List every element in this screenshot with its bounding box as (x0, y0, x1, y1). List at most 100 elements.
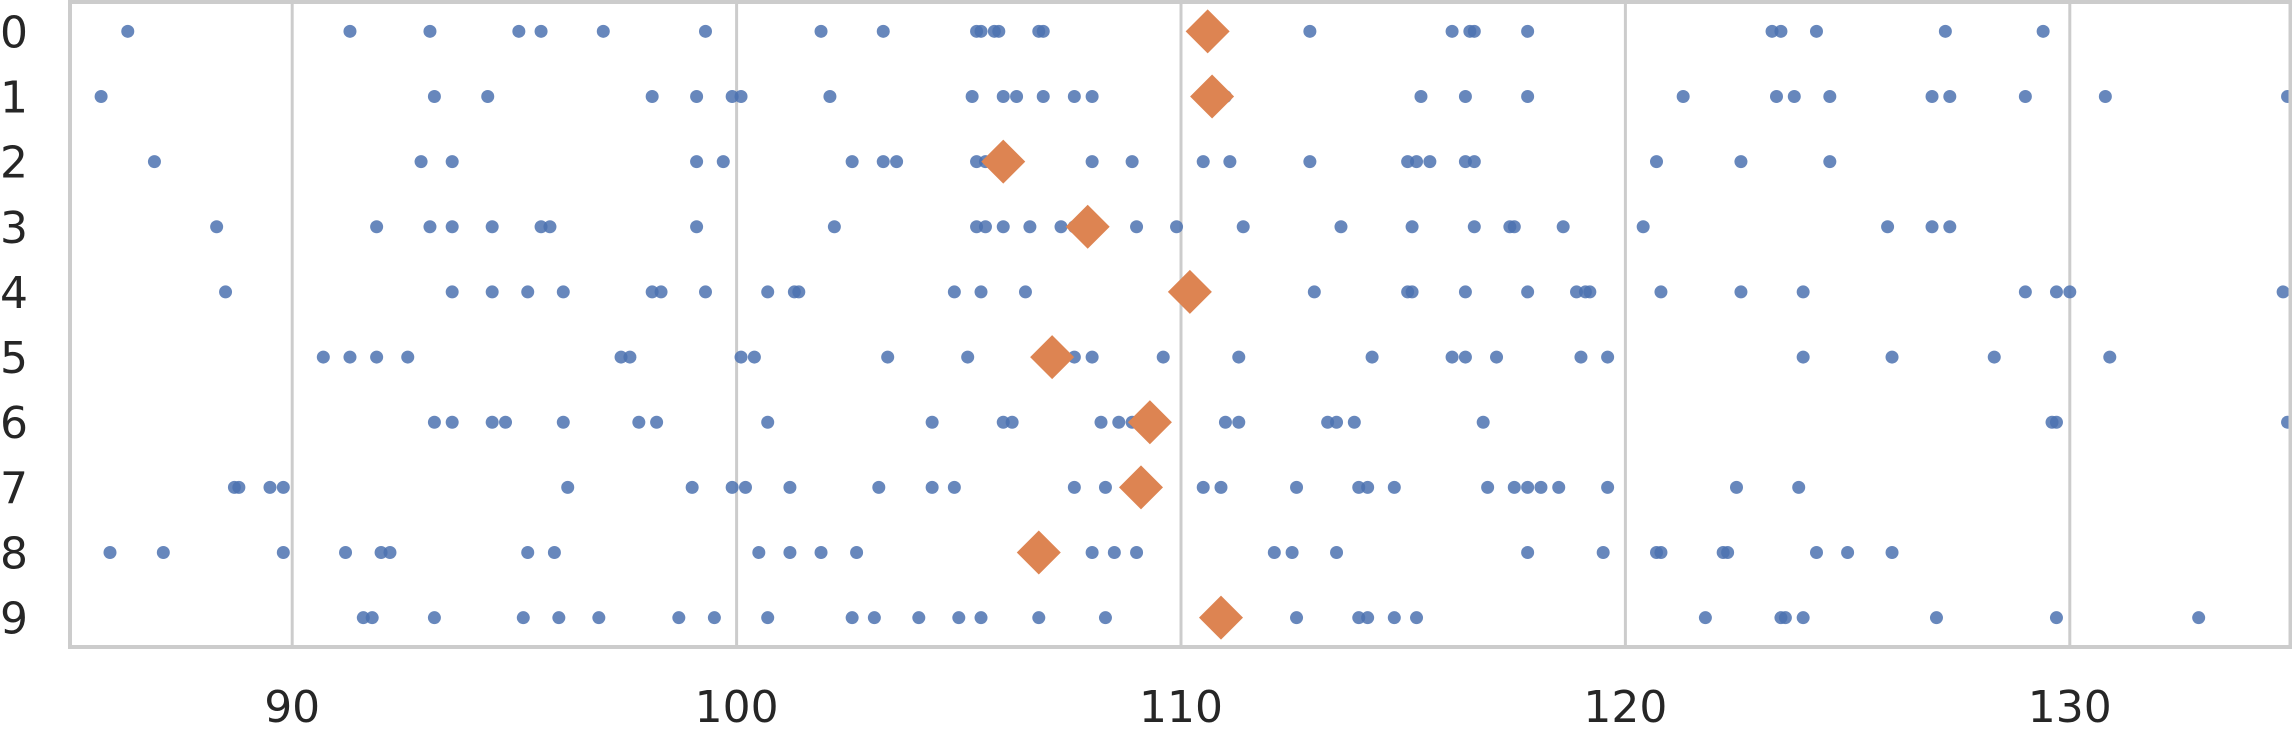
data-point-254 (1387, 611, 1401, 625)
data-point-15 (1303, 24, 1317, 38)
x-tick-label-120: 120 (1583, 682, 1667, 732)
data-point-236 (365, 611, 379, 625)
data-point-174 (1330, 415, 1344, 429)
data-point-42 (1521, 89, 1535, 103)
data-point-110 (698, 285, 712, 299)
data-point-6 (698, 24, 712, 38)
x-tick-label-130: 130 (2028, 682, 2112, 732)
data-point-151 (1601, 350, 1615, 364)
data-point-161 (632, 415, 646, 429)
data-point-30 (725, 89, 739, 103)
data-point-127 (1796, 285, 1810, 299)
data-point-32 (823, 89, 837, 103)
x-tick-label-100: 100 (695, 682, 779, 732)
data-point-256 (1698, 611, 1712, 625)
data-point-217 (783, 546, 797, 560)
data-point-115 (974, 285, 988, 299)
mean-marker-9 (1198, 595, 1243, 640)
data-point-232 (1809, 546, 1823, 560)
mean-marker-7 (1119, 465, 1164, 510)
y-tick-label-1: 1 (0, 72, 28, 123)
data-point-55 (690, 155, 704, 169)
data-point-142 (1067, 350, 1081, 364)
data-point-53 (414, 155, 428, 169)
data-point-255 (1410, 611, 1424, 625)
data-point-48 (1943, 89, 1957, 103)
data-point-167 (1094, 415, 1108, 429)
data-point-208 (103, 546, 117, 560)
data-point-2 (423, 24, 437, 38)
y-tick-label-9: 9 (0, 594, 28, 645)
data-point-150 (1574, 350, 1588, 364)
data-point-194 (1196, 480, 1210, 494)
data-point-40 (1414, 89, 1428, 103)
y-tick-label-3: 3 (0, 203, 28, 254)
data-point-126 (1734, 285, 1748, 299)
data-point-132 (316, 350, 330, 364)
data-point-16 (1445, 24, 1459, 38)
data-point-210 (276, 546, 290, 560)
plot-frame (68, 0, 2292, 649)
data-point-69 (1423, 155, 1437, 169)
data-point-101 (1925, 220, 1939, 234)
data-point-43 (1676, 89, 1690, 103)
data-point-125 (1654, 285, 1668, 299)
data-point-71 (1467, 155, 1481, 169)
data-point-87 (1023, 220, 1037, 234)
data-point-260 (1929, 611, 1943, 625)
data-point-241 (672, 611, 686, 625)
data-point-28 (645, 89, 659, 103)
data-point-244 (845, 611, 859, 625)
data-point-178 (2049, 415, 2063, 429)
data-point-108 (645, 285, 659, 299)
data-point-104 (445, 285, 459, 299)
data-point-141 (961, 350, 975, 364)
data-point-131 (2276, 285, 2290, 299)
data-point-258 (1778, 611, 1792, 625)
data-point-49 (2018, 89, 2032, 103)
data-point-214 (521, 546, 535, 560)
data-point-201 (1507, 480, 1521, 494)
data-point-144 (1156, 350, 1170, 364)
data-point-137 (623, 350, 637, 364)
data-point-121 (1521, 285, 1535, 299)
data-point-146 (1365, 350, 1379, 364)
data-point-253 (1361, 611, 1375, 625)
data-point-74 (1823, 155, 1837, 169)
data-point-114 (947, 285, 961, 299)
data-point-82 (690, 220, 704, 234)
data-point-220 (1085, 546, 1099, 560)
data-point-181 (232, 480, 246, 494)
mean-marker-2 (981, 139, 1026, 184)
data-point-73 (1734, 155, 1748, 169)
data-point-105 (485, 285, 499, 299)
data-point-155 (2103, 350, 2117, 364)
data-point-106 (521, 285, 535, 299)
data-point-249 (1032, 611, 1046, 625)
grid-lines (290, 2, 2072, 647)
data-point-145 (1232, 350, 1246, 364)
data-point-251 (1290, 611, 1304, 625)
data-point-79 (485, 220, 499, 234)
data-point-190 (925, 480, 939, 494)
data-point-25 (94, 89, 108, 103)
data-point-218 (814, 546, 828, 560)
data-point-247 (952, 611, 966, 625)
y-tick-label-5: 5 (0, 333, 28, 384)
data-point-176 (1476, 415, 1490, 429)
data-point-216 (752, 546, 766, 560)
data-point-129 (2049, 285, 2063, 299)
data-point-111 (761, 285, 775, 299)
data-point-199 (1387, 480, 1401, 494)
data-point-95 (1467, 220, 1481, 234)
data-point-166 (1005, 415, 1019, 429)
data-point-159 (499, 415, 513, 429)
data-point-31 (734, 89, 748, 103)
data-point-72 (1650, 155, 1664, 169)
data-point-226 (1521, 546, 1535, 560)
data-point-211 (339, 546, 353, 560)
y-tick-label-8: 8 (0, 529, 28, 580)
data-point-243 (761, 611, 775, 625)
data-point-23 (1938, 24, 1952, 38)
